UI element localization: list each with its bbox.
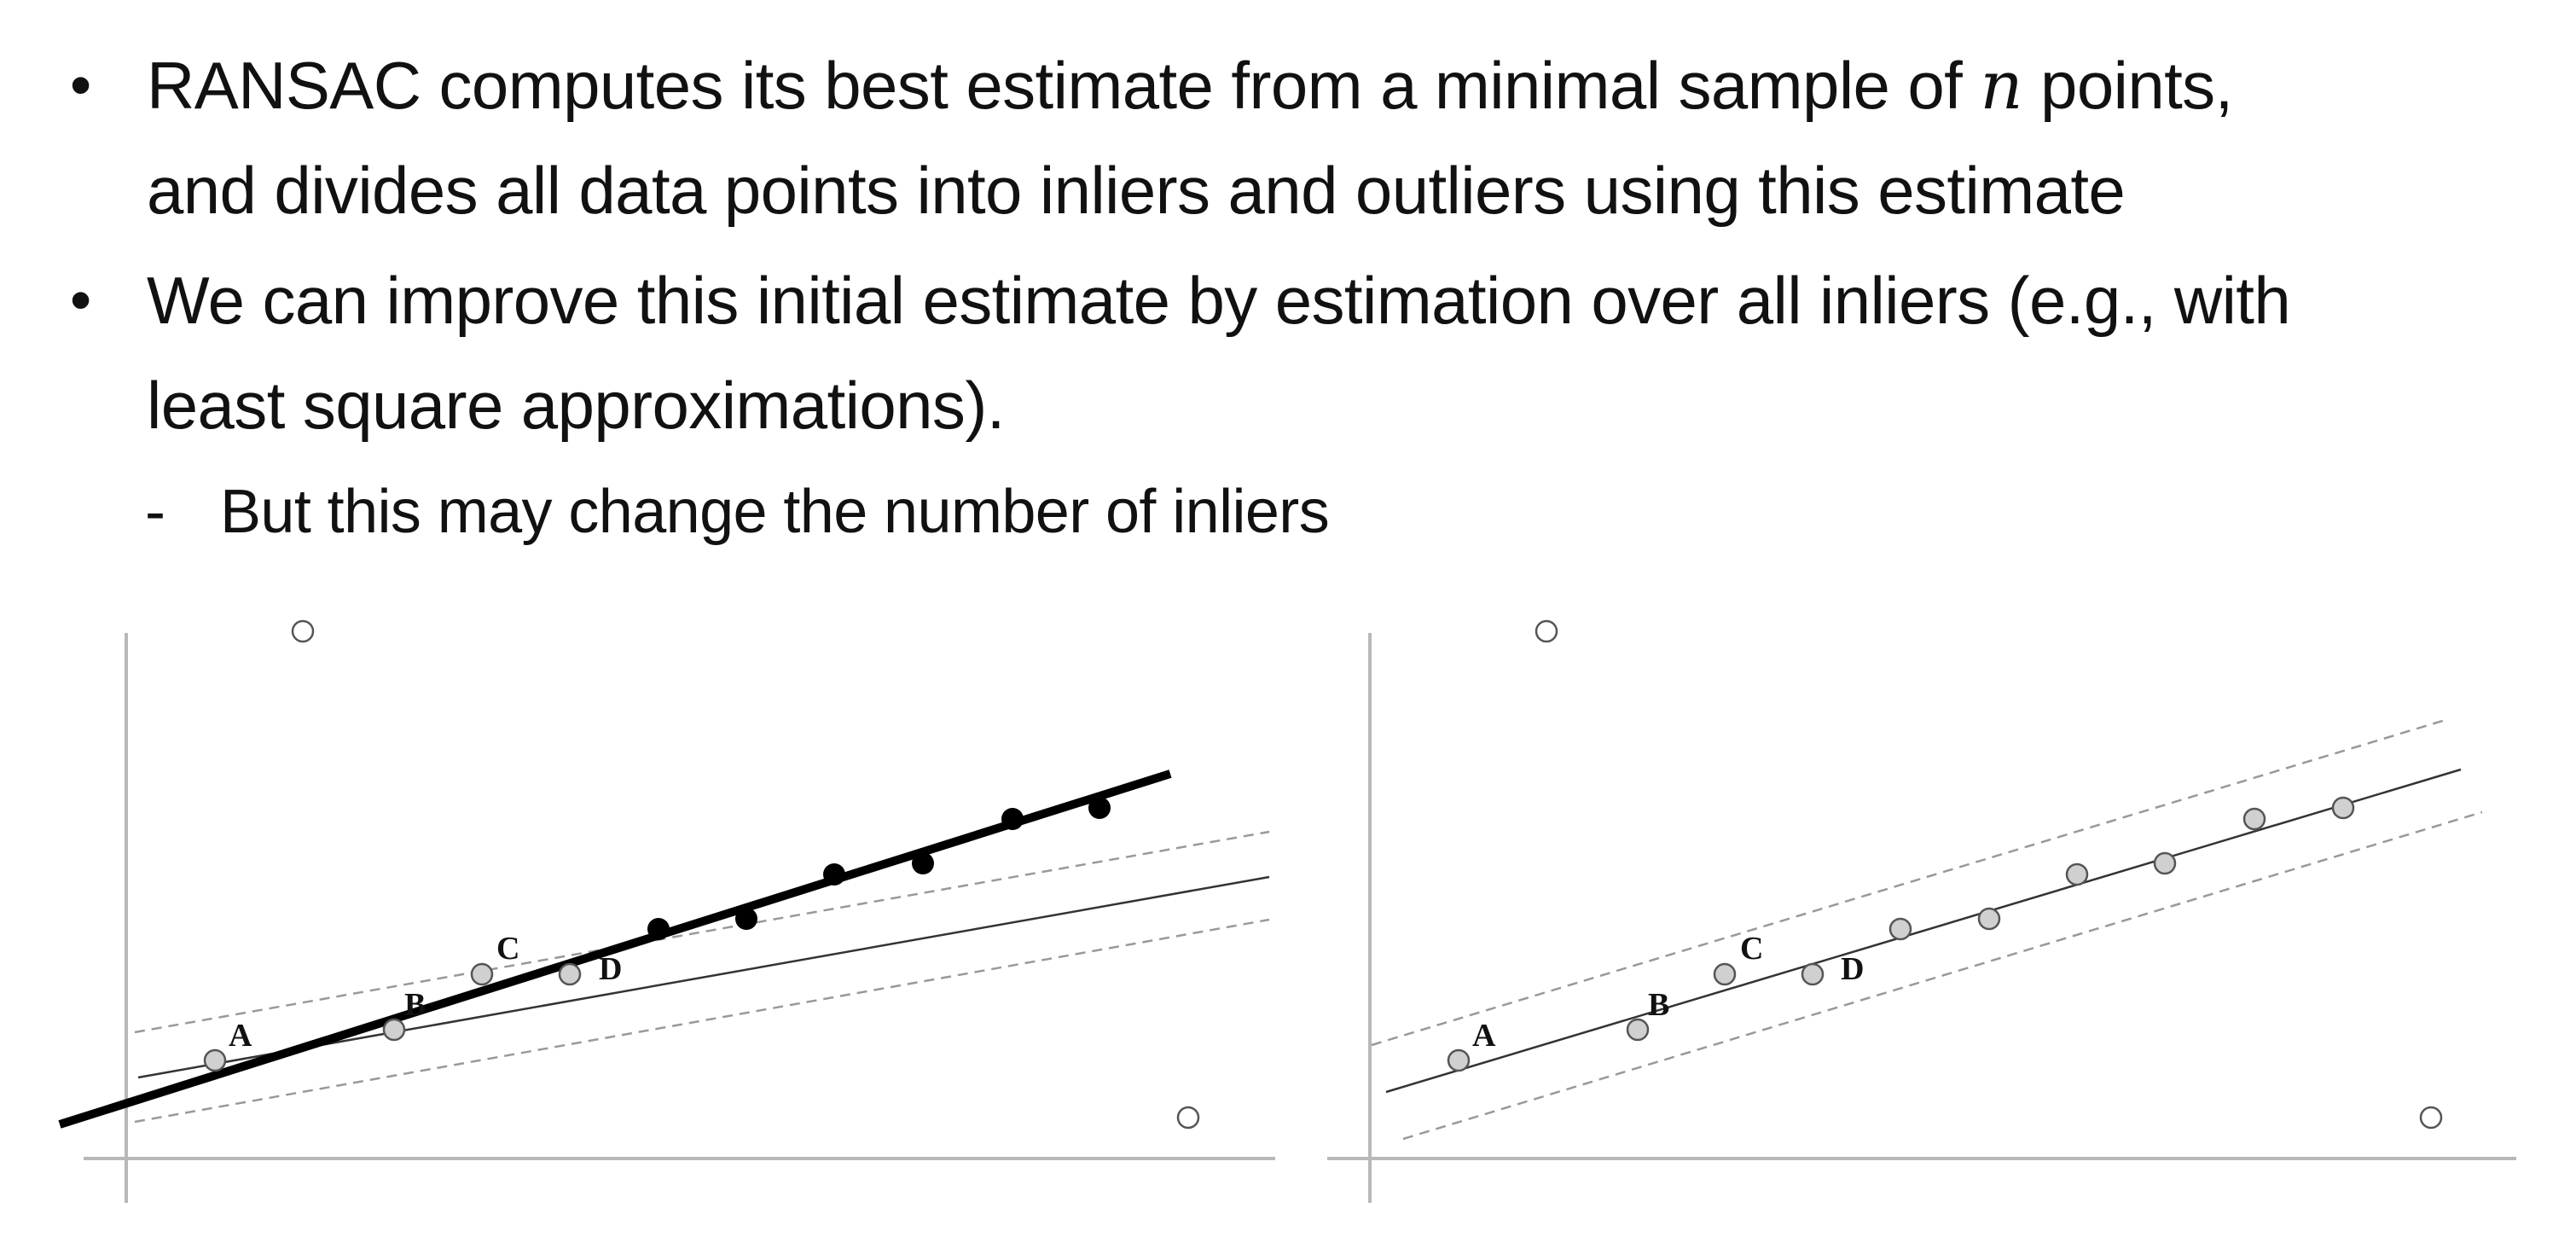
left-inlier-point (1088, 797, 1111, 819)
right-label-a: A (1472, 1018, 1496, 1054)
left-outlier-point (291, 619, 315, 643)
left-sample-point-a (203, 1048, 227, 1072)
right-inlier-point (1888, 917, 1912, 941)
right-threshold-lower (1402, 810, 2483, 1141)
right-refit-line (1385, 768, 2462, 1094)
sub-bullet-marker: - (145, 478, 165, 546)
left-label-d: D (599, 951, 622, 987)
right-outlier-point (1535, 619, 1558, 643)
bullet-2-line-1: We can improve this initial estimate by … (147, 263, 2291, 338)
left-label-c: C (496, 931, 519, 967)
right-inlier-point-c (1713, 962, 1737, 986)
left-sample-point-b (382, 1018, 406, 1042)
bullet-marker: • (70, 51, 92, 119)
left-inlier-point (1001, 808, 1024, 830)
left-sample-point-c (470, 962, 494, 986)
bullet-1-line-1: RANSAC computes its best estimate from a… (147, 48, 2233, 125)
sub-bullet-text: But this may change the number of inlier… (220, 478, 1330, 546)
left-sample-point-d (558, 962, 582, 986)
left-label-a: A (229, 1018, 252, 1054)
right-inlier-point (2242, 807, 2266, 831)
right-label-d: D (1841, 951, 1864, 987)
right-inlier-point (2065, 862, 2089, 886)
left-inlier-point (912, 852, 934, 874)
left-outlier-point (1176, 1106, 1200, 1130)
bullet-1-line-2: and divides all data points into inliers… (147, 153, 2126, 228)
left-inlier-point (735, 908, 757, 930)
right-plot: A B C D (1327, 619, 2516, 1203)
right-inlier-point (2331, 796, 2355, 820)
left-refit-line (58, 769, 1172, 1129)
right-inlier-point-d (1801, 962, 1825, 986)
math-variable-n: n (1980, 48, 2022, 125)
right-threshold-upper (1371, 717, 2449, 1047)
right-inlier-point (2153, 851, 2177, 875)
left-label-b: B (404, 987, 426, 1023)
left-threshold-upper (134, 830, 1270, 1034)
right-inlier-point-a (1447, 1048, 1471, 1072)
left-plot: A B C D (58, 619, 1275, 1203)
right-inlier-point-b (1626, 1018, 1650, 1042)
bullet-marker: • (70, 266, 92, 334)
right-label-b: B (1648, 987, 1669, 1023)
right-inlier-point (1977, 907, 2001, 931)
right-label-c: C (1740, 931, 1763, 967)
left-inlier-point (647, 918, 670, 940)
left-inlier-point (823, 863, 845, 886)
bullet-2-line-2: least square approximations). (147, 368, 1005, 443)
right-outlier-point (2419, 1106, 2443, 1130)
left-threshold-lower (134, 918, 1270, 1124)
